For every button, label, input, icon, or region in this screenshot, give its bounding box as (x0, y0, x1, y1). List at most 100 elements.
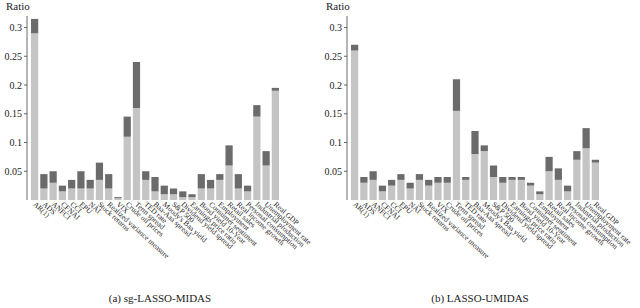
bar-segment (379, 186, 386, 192)
bar-segment (179, 191, 186, 197)
y-tick (24, 27, 27, 28)
bar-segment (407, 189, 414, 201)
y-tick (24, 56, 27, 57)
bar-segment (462, 180, 469, 200)
bar-segment (490, 177, 497, 200)
y-tick-label: 0.1 (10, 137, 23, 148)
caption: (a) sg-LASSO-MIDAS (109, 292, 211, 305)
bar-segment (77, 189, 84, 201)
bar-segment (124, 137, 131, 200)
chart: Ratio0.050.10.150.20.250.3AR(1)ADSANFCIC… (325, 0, 634, 305)
y-tick-label: 0.15 (5, 108, 23, 119)
bar-segment (272, 91, 279, 200)
bar-segment (462, 177, 469, 180)
bar-segment (59, 186, 66, 192)
y-tick-label: 0.3 (10, 22, 23, 33)
bar-segment (518, 177, 525, 180)
bar-segment (527, 186, 534, 200)
bar-segment (527, 183, 534, 186)
y-axis-label: Ratio (6, 0, 30, 12)
bar-segment (87, 189, 94, 201)
chart: Ratio0.050.10.150.20.250.3AR(1)ADSANFCIC… (5, 0, 314, 305)
bar-segment (370, 171, 377, 180)
bar-segment (425, 180, 432, 186)
y-tick (344, 113, 347, 114)
bar-segment (444, 183, 451, 200)
bar-segment (207, 189, 214, 201)
bar-segment (105, 174, 112, 188)
bar-segment (124, 117, 131, 137)
bar-segment (499, 177, 506, 183)
bar-segment (161, 186, 168, 195)
bar-segment (272, 88, 279, 91)
bar-segment (545, 171, 552, 200)
x-tick-label: Industrial production (574, 200, 627, 249)
x-tick-label: Unemployment rate (583, 200, 634, 247)
bars (31, 19, 279, 200)
bar-segment (425, 186, 432, 200)
bar-segment (555, 168, 562, 180)
bar-segment (253, 117, 260, 200)
bar-segment (96, 163, 103, 180)
y-tick (24, 171, 27, 172)
y-tick (24, 113, 27, 114)
y-tick-label: 0.2 (330, 80, 343, 91)
y-tick (344, 142, 347, 143)
bar-segment (50, 171, 57, 183)
y-tick-label: 0.05 (5, 166, 23, 177)
bar-segment (68, 180, 75, 189)
bar-segment (170, 189, 177, 195)
y-tick-label: 0.25 (5, 51, 23, 62)
bar-segment (225, 145, 232, 165)
y-tick-label: 0.05 (325, 166, 343, 177)
bar-segment (370, 180, 377, 200)
bar-segment (68, 189, 75, 201)
bar-segment (416, 180, 423, 200)
bar-segment (453, 111, 460, 200)
x-tick-label: Unemployment rate (263, 200, 314, 247)
bar-segment (263, 166, 270, 201)
bar-segment (133, 108, 140, 200)
y-tick-label: 0.1 (330, 137, 343, 148)
bar-segment (508, 177, 515, 180)
bar-segment (253, 105, 260, 117)
bar-segment (50, 183, 57, 200)
y-axis (347, 16, 348, 200)
y-tick (24, 142, 27, 143)
bar-segment (105, 189, 112, 201)
bar-segment (536, 191, 543, 194)
bar-segment (351, 51, 358, 201)
bar-segment (96, 180, 103, 200)
bar-segment (397, 174, 404, 180)
bar-segment (40, 189, 47, 201)
bar-segment (151, 177, 158, 191)
bar-segment (564, 186, 571, 192)
bar-segment (360, 177, 367, 183)
y-tick (344, 56, 347, 57)
bar-segment (198, 174, 205, 188)
y-axis-label: Ratio (326, 0, 350, 12)
bar-segment (397, 180, 404, 200)
bar-segment (77, 171, 84, 188)
y-axis (27, 16, 28, 200)
y-tick (24, 85, 27, 86)
y-tick (344, 171, 347, 172)
bar-segment (573, 151, 580, 160)
bar-segment (444, 177, 451, 183)
bar-segment (114, 197, 121, 198)
bar-segment (133, 62, 140, 108)
bars (351, 45, 599, 200)
bar-segment (235, 174, 242, 188)
bar-segment (142, 171, 149, 180)
bar-segment (592, 160, 599, 163)
figure: Ratio0.050.10.150.20.250.3AR(1)ADSANFCIC… (0, 0, 640, 308)
y-tick-label: 0.15 (325, 108, 343, 119)
bar-segment (40, 174, 47, 188)
bar-segment (471, 131, 478, 154)
bar-segment (453, 79, 460, 111)
bar-segment (142, 180, 149, 200)
bar-segment (592, 163, 599, 200)
bar-segment (573, 160, 580, 200)
bar-segment (198, 189, 205, 201)
x-tick-label: Industrial production (254, 200, 307, 249)
